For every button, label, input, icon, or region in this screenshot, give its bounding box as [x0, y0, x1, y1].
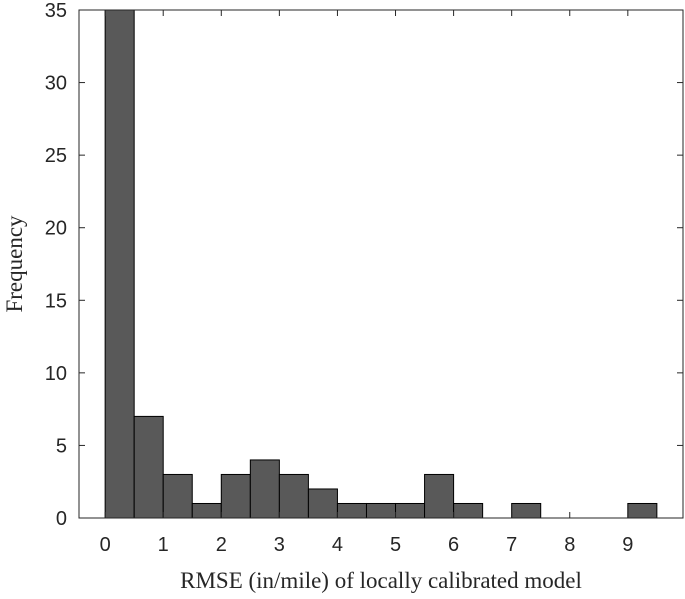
y-tick-label-7: 35: [45, 0, 67, 22]
y-tick-label-1: 5: [56, 435, 67, 457]
x-tick-label-6: 6: [448, 534, 459, 556]
y-tick-label-5: 25: [45, 145, 67, 167]
plot-frame: [78, 9, 684, 519]
y-tick-label-3: 15: [45, 290, 67, 312]
bars-layer: [104, 9, 658, 519]
histogram-bar-18: [627, 502, 658, 519]
x-axis-title: RMSE (in/mile) of locally calibrated mod…: [180, 568, 582, 593]
x-tick-label-4: 4: [332, 534, 343, 556]
x-tick-label-7: 7: [506, 534, 517, 556]
x-tick-label-9: 9: [622, 534, 633, 556]
histogram-bar-7: [307, 488, 338, 519]
x-tick-label-3: 3: [274, 534, 285, 556]
histogram-bar-11: [424, 473, 455, 519]
x-tick-label-8: 8: [564, 534, 575, 556]
histogram-bar-1: [133, 415, 164, 519]
ticks-layer: [79, 9, 683, 519]
histogram-bar-5: [249, 459, 280, 519]
x-tick-labels: 0 1 2 3 4 5 6 7 8 9: [100, 534, 634, 556]
y-axis-title: Frequency: [2, 215, 27, 313]
histogram-bar-3: [191, 502, 222, 519]
histogram-bar-12: [453, 502, 484, 519]
y-tick-label-4: 20: [45, 218, 67, 240]
y-tick-label-2: 10: [45, 363, 67, 385]
y-tick-labels: 0 5 10 15 20 25 30 35: [45, 0, 67, 530]
histogram-bar-14: [511, 502, 542, 519]
histogram-bar-4: [220, 473, 251, 519]
histogram-bar-8: [336, 502, 367, 519]
histogram-bar-0: [104, 9, 135, 519]
y-tick-label-0: 0: [56, 508, 67, 530]
histogram-bar-6: [278, 473, 309, 519]
x-tick-label-0: 0: [100, 534, 111, 556]
x-tick-label-2: 2: [216, 534, 227, 556]
x-tick-label-1: 1: [158, 534, 169, 556]
histogram-bar-9: [365, 502, 397, 519]
y-tick-label-6: 30: [45, 73, 67, 95]
histogram-bar-10: [395, 502, 426, 519]
x-tick-label-5: 5: [390, 534, 401, 556]
histogram-bar-2: [162, 473, 193, 519]
